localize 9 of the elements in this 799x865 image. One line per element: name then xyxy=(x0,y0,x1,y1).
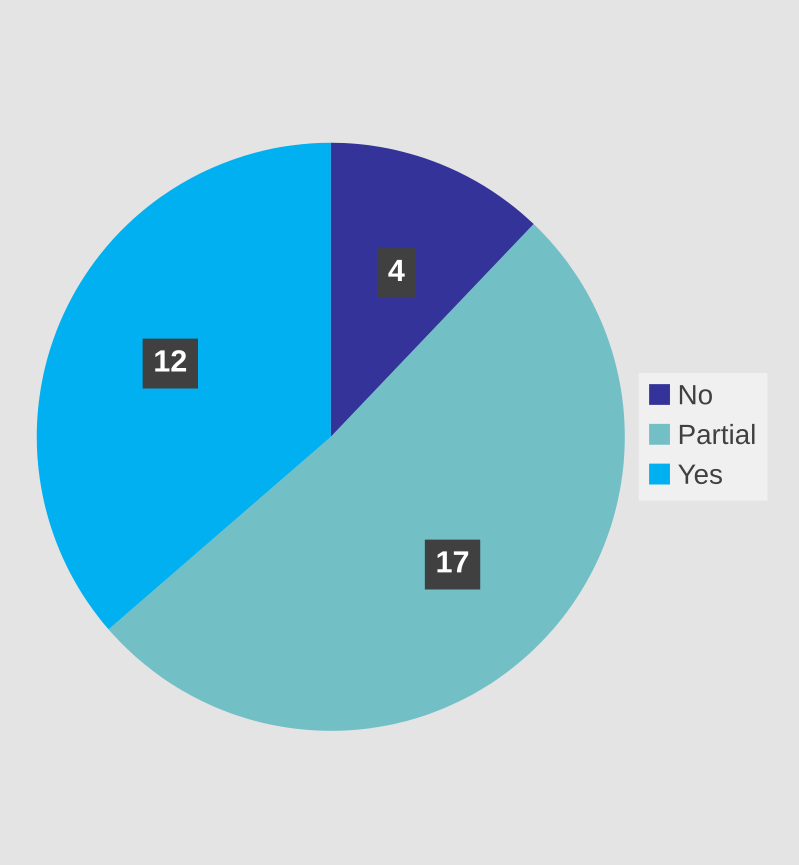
data-label: 17 xyxy=(437,551,468,572)
pie-slice xyxy=(108,224,625,731)
pie-slice xyxy=(36,142,331,630)
legend-label: Yes xyxy=(678,464,722,484)
data-label: 4 xyxy=(388,260,405,281)
pie-slice xyxy=(330,142,534,437)
legend-label: Partial xyxy=(680,424,754,444)
data-label: 12 xyxy=(155,350,186,372)
legend-label: No xyxy=(680,385,712,404)
